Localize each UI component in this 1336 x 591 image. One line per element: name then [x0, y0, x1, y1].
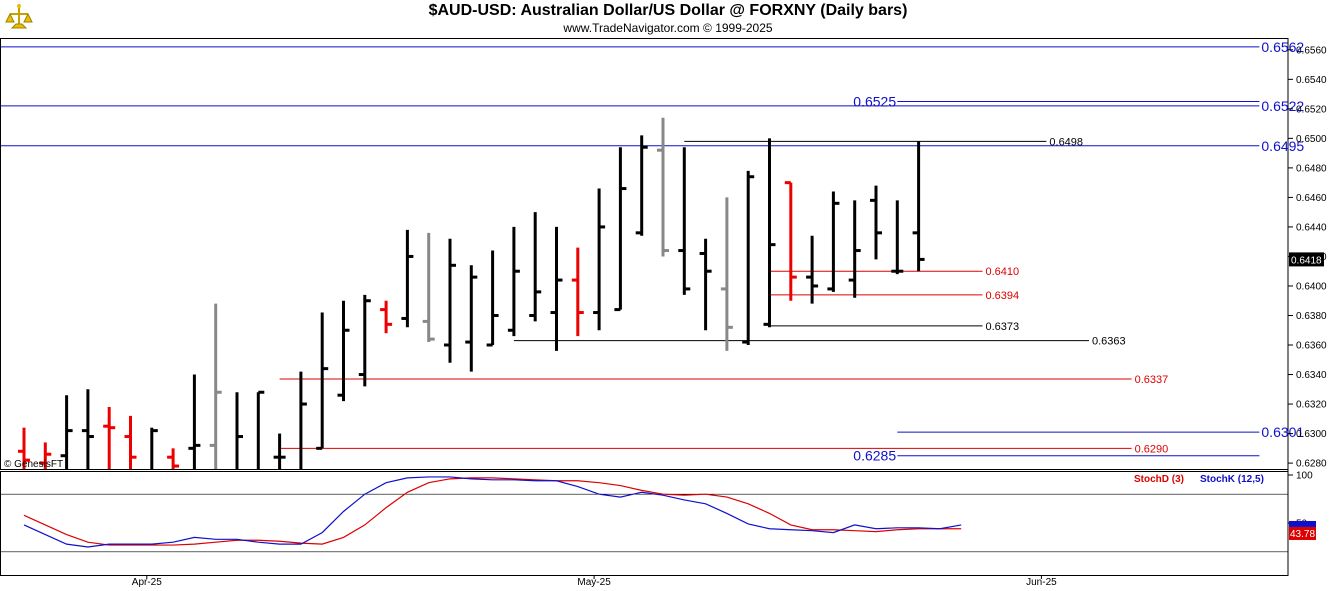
- stoch-series-line: [23, 476, 962, 548]
- ohlc-bar: [699, 238, 712, 331]
- level-line-label: 0.6363: [1092, 336, 1126, 348]
- ohlc-bar: [891, 200, 904, 275]
- ohlc-bar: [806, 235, 819, 304]
- x-axis-label: May-25: [577, 577, 611, 588]
- ohlc-bar: [81, 389, 94, 469]
- ohlc-bar: [720, 197, 733, 351]
- ohlc-bar: [593, 188, 606, 331]
- ohlc-bar: [550, 226, 563, 351]
- chart-title: $AUD-USD: Australian Dollar/US Dollar @ …: [428, 2, 908, 19]
- level-line-label: 0.6394: [986, 290, 1020, 302]
- ohlc-bar: [188, 374, 201, 469]
- stoch-k-last-box: [1289, 520, 1316, 527]
- watermark-text: © GenesisFT: [4, 459, 63, 470]
- ohlc-bar: [870, 185, 882, 260]
- ohlc-bar: [444, 238, 456, 363]
- level-line-label: 0.6522: [1261, 98, 1304, 114]
- price-y-tick-label: 0.6320: [1296, 400, 1327, 411]
- price-y-tick-label: 0.6380: [1296, 311, 1327, 322]
- ohlc-bar: [380, 300, 393, 334]
- ohlc-bar: [235, 392, 243, 469]
- stoch-legend-item: StochK (12,5): [1200, 474, 1264, 485]
- ohlc-bar: [150, 427, 158, 469]
- stoch-last-value-label: 43.78: [1290, 529, 1315, 540]
- ohlc-bar: [465, 265, 478, 372]
- level-line-label: 0.6410: [986, 266, 1020, 278]
- ohlc-bar: [60, 395, 73, 469]
- ohlc-bar: [657, 117, 669, 257]
- level-line-label: 0.6373: [986, 321, 1020, 333]
- level-line-label: 0.6562: [1261, 39, 1304, 55]
- ohlc-bar: [571, 247, 584, 337]
- x-axis-band: [0, 576, 1336, 591]
- ohlc-bar: [39, 442, 52, 469]
- level-line-label: 0.6301: [1261, 424, 1304, 440]
- level-line-label: 0.6495: [1261, 138, 1304, 154]
- level-line-label: 0.6337: [1135, 374, 1169, 386]
- chart-subtitle: www.TradeNavigator.com © 1999-2025: [563, 21, 773, 35]
- level-line-label: 0.6498: [1049, 136, 1083, 148]
- ohlc-bar: [678, 147, 691, 295]
- trade-navigator-logo-icon: [5, 4, 33, 29]
- ohlc-bar: [784, 181, 797, 301]
- level-line-label: 0.6290: [1135, 443, 1169, 455]
- ohlc-bar: [635, 135, 648, 236]
- stoch-d-last-box: [1289, 526, 1316, 540]
- ohlc-bar: [316, 312, 329, 450]
- level-line-label: 0.6525: [853, 93, 896, 109]
- ohlc-bar: [742, 170, 755, 346]
- price-y-tick-label: 0.6280: [1296, 459, 1327, 470]
- stoch-series-line: [23, 477, 962, 546]
- stoch-y-tick-label: 100: [1296, 471, 1313, 482]
- price-y-tick-label: 0.6460: [1296, 193, 1327, 204]
- ohlc-bar: [167, 448, 180, 469]
- ohlc-bar: [507, 226, 520, 337]
- stoch-panel-frame: [0, 471, 1289, 576]
- ohlc-bar: [763, 138, 776, 328]
- price-y-tick-label: 0.6300: [1296, 429, 1327, 440]
- ohlc-bar: [124, 415, 137, 469]
- price-y-tick-label: 0.6560: [1296, 45, 1327, 56]
- price-y-tick-label: 0.6520: [1296, 104, 1327, 115]
- ohlc-bar: [614, 147, 627, 312]
- ohlc-bar: [256, 390, 265, 469]
- chart-header: $AUD-USD: Australian Dollar/US Dollar @ …: [0, 0, 1336, 38]
- last-price-label: 0.6418: [1291, 255, 1322, 266]
- ohlc-bar: [912, 141, 925, 272]
- ohlc-bar: [848, 200, 861, 298]
- x-axis-label: Apr-25: [132, 577, 162, 588]
- ohlc-bar: [827, 191, 840, 292]
- price-y-tick-label: 0.6480: [1296, 163, 1327, 174]
- last-price-box: [1289, 252, 1324, 267]
- ohlc-bar: [358, 294, 371, 387]
- ohlc-bar: [337, 300, 350, 402]
- ohlc-bar: [299, 371, 307, 469]
- price-y-tick-label: 0.6540: [1296, 75, 1327, 86]
- ohlc-bar: [209, 303, 222, 469]
- ohlc-bar: [18, 427, 30, 469]
- ohlc-bar: [401, 229, 414, 328]
- ohlc-bar: [486, 250, 499, 347]
- price-y-tick-label: 0.6340: [1296, 370, 1327, 381]
- ohlc-bar: [529, 212, 542, 322]
- price-y-tick-label: 0.6500: [1296, 134, 1327, 145]
- price-y-tick-label: 0.6400: [1296, 281, 1327, 292]
- level-line-label: 0.6285: [853, 448, 896, 464]
- stoch-legend-item: StochD (3): [1134, 474, 1184, 485]
- ohlc-bar: [273, 433, 286, 469]
- price-y-tick-label: 0.6440: [1296, 222, 1327, 233]
- x-axis-label: Jun-25: [1026, 577, 1057, 588]
- ohlc-bar: [422, 232, 435, 343]
- ohlc-bar: [103, 407, 116, 469]
- price-y-tick-label: 0.6360: [1296, 341, 1327, 352]
